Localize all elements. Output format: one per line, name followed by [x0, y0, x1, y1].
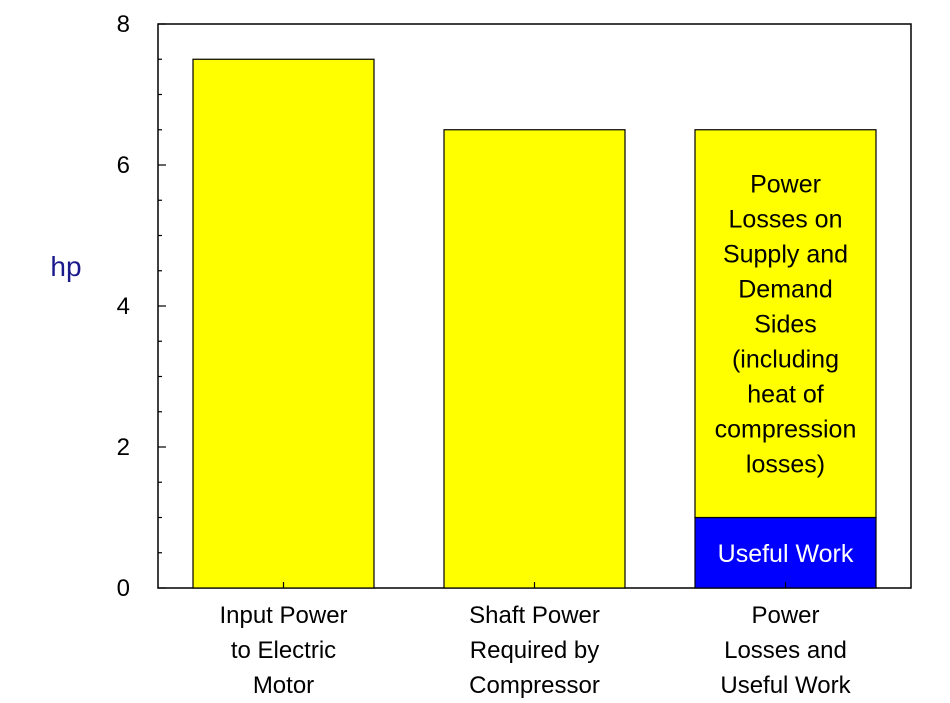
x-category-label: to Electric [231, 637, 336, 664]
y-tick-label: 0 [117, 575, 130, 602]
y-axis-title: hp [50, 251, 81, 282]
bar-annotation: heat of [747, 381, 824, 409]
bar-annotation: Sides [754, 311, 817, 339]
bar-annotation: Power [750, 171, 821, 199]
y-axis: 0 2 4 6 8 [117, 11, 166, 602]
x-category-label: Power [751, 602, 819, 629]
x-category-label: Input Power [219, 602, 347, 629]
y-tick-label: 2 [117, 434, 130, 461]
x-category-label: Shaft Power [469, 602, 600, 629]
x-category-label: Useful Work [720, 672, 851, 699]
bar-annotation: Useful Work [718, 540, 854, 568]
y-tick-label: 8 [117, 11, 130, 38]
bar-annotation: Supply and [723, 241, 848, 269]
bars-group: Useful Work Power Losses on Supply and Deman… [192, 58, 877, 589]
x-axis: Input Power to Electric Motor Shaft Power Re… [219, 582, 852, 699]
bar-annotation: Losses on [729, 206, 843, 234]
x-category-label: Losses and [724, 637, 847, 664]
y-tick-label: 4 [117, 293, 130, 320]
bar-annotation: compression [715, 416, 857, 444]
bar-annotation: (including [732, 346, 839, 374]
bar-segment [694, 129, 877, 519]
x-category-label: Motor [253, 672, 314, 699]
bar-segment [443, 129, 626, 589]
bar-annotation: Demand [738, 276, 833, 304]
x-category-label: Required by [470, 637, 599, 664]
bar-segment [192, 58, 375, 589]
x-category-label: Compressor [469, 672, 600, 699]
bar-annotation: losses) [746, 451, 825, 479]
y-tick-label: 6 [117, 152, 130, 179]
